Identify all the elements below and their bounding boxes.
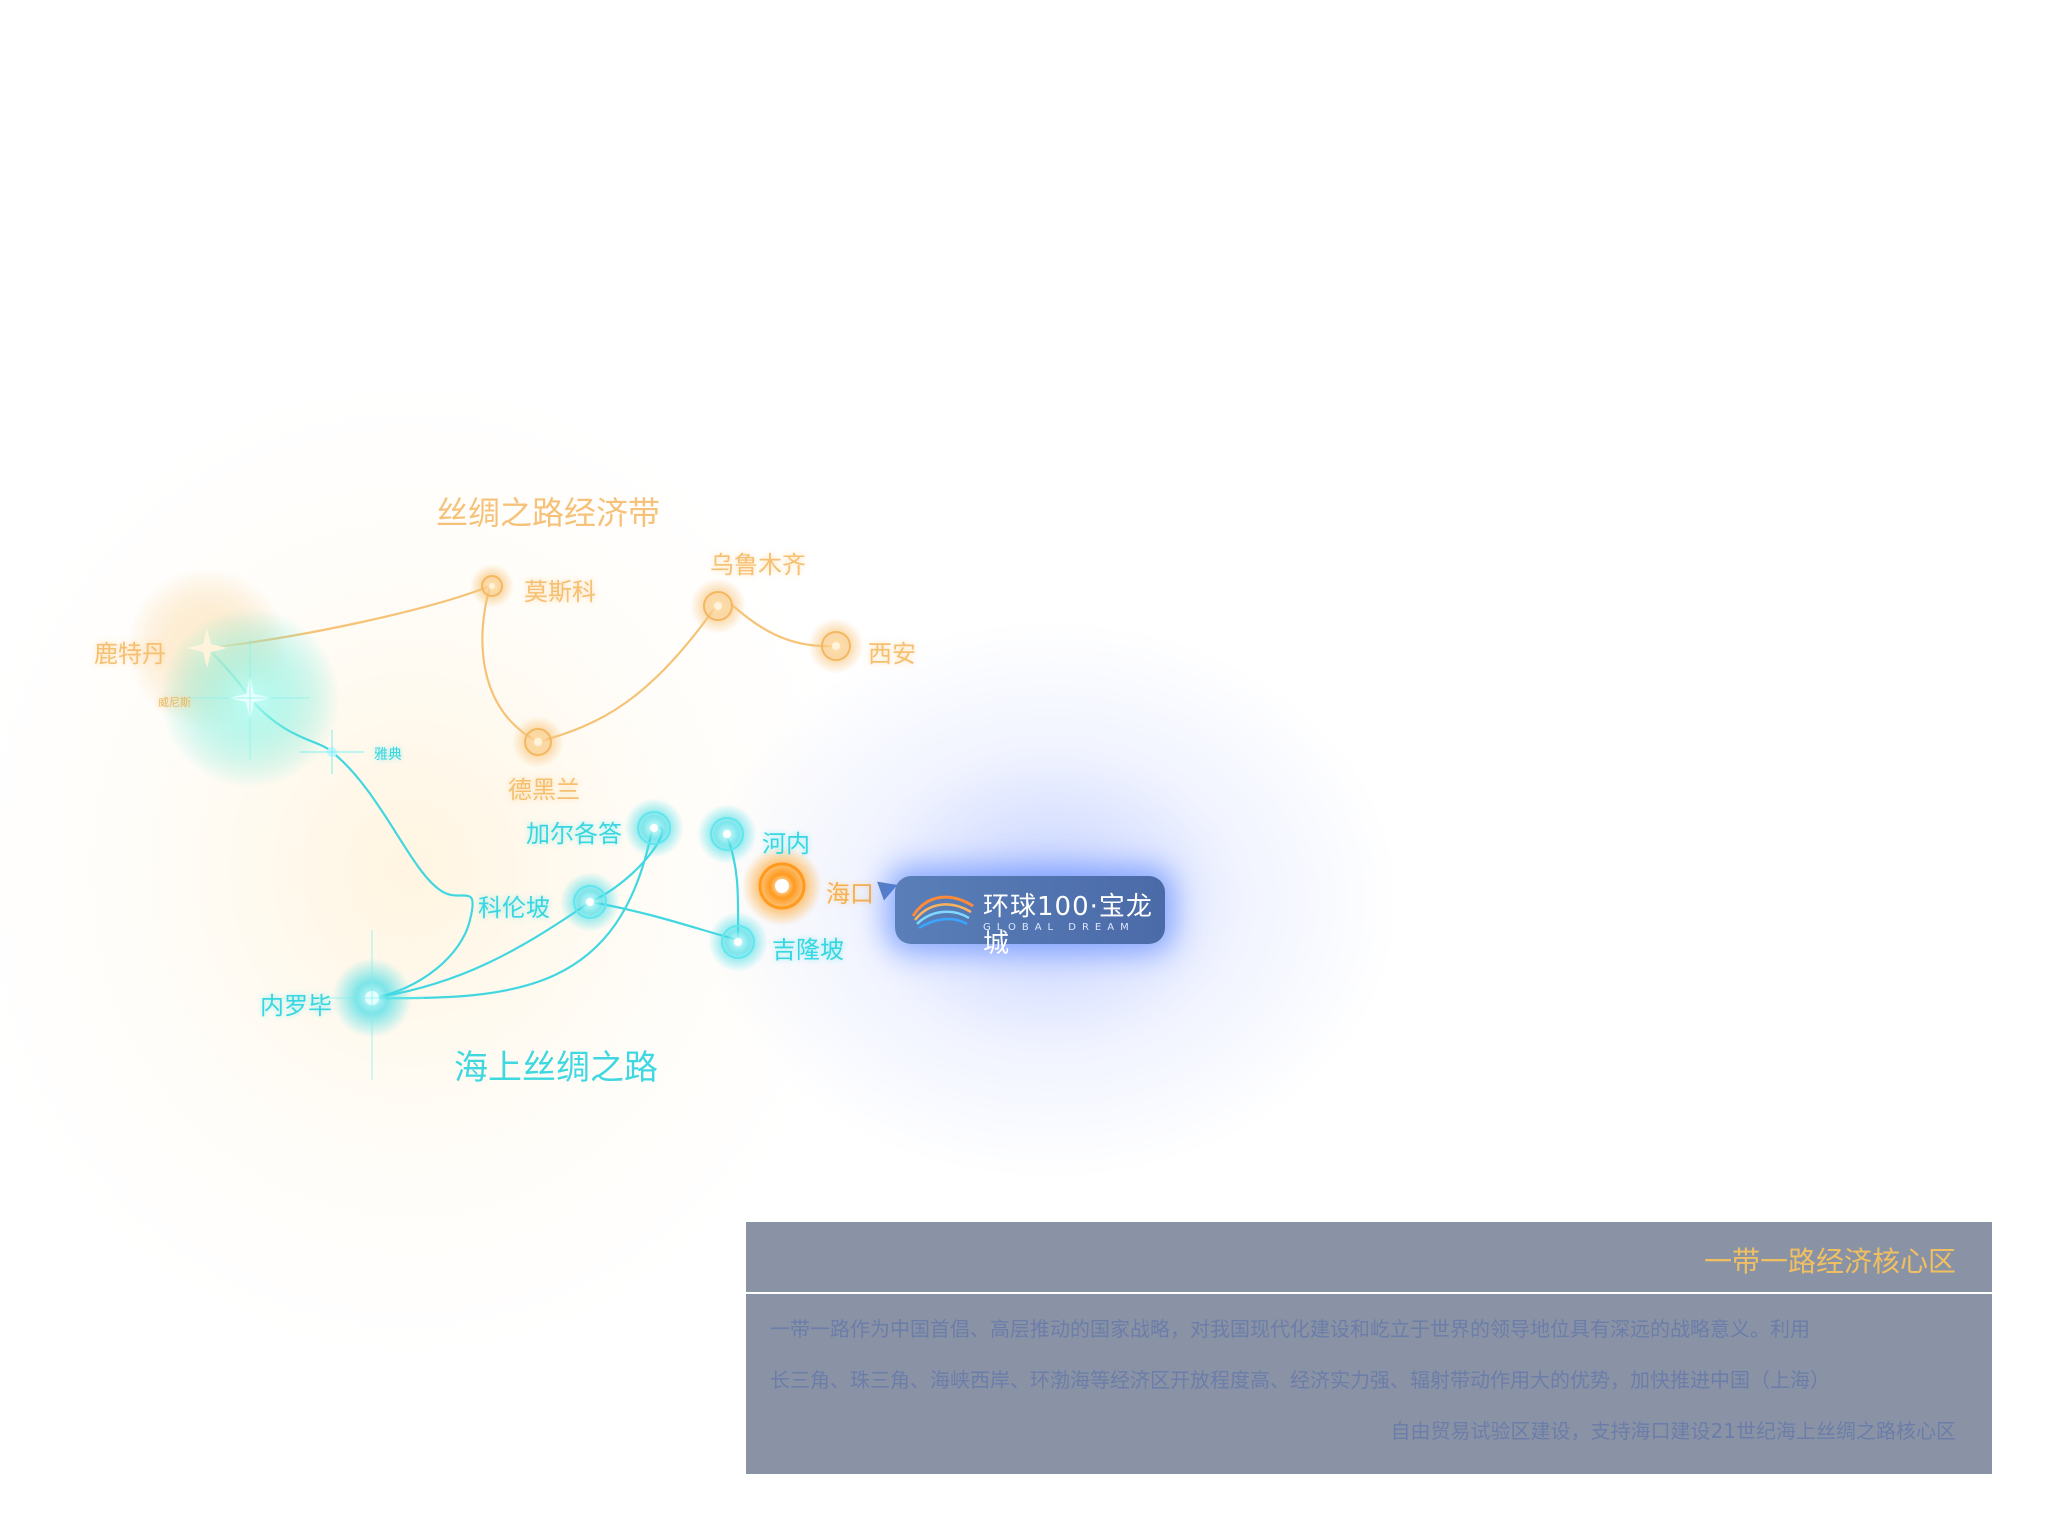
kolkata-node bbox=[624, 798, 684, 858]
city-label-athens: 雅典 bbox=[374, 744, 402, 764]
city-label-urumqi: 乌鲁木齐 bbox=[710, 545, 806, 580]
info-paragraph-line-3: 自由贸易试验区建设，支持海口建设21世纪海上丝绸之路核心区 bbox=[770, 1406, 1956, 1457]
city-label-venice: 威尼斯 bbox=[158, 694, 191, 710]
city-label-xian: 西安 bbox=[868, 634, 916, 669]
moscow-node bbox=[470, 564, 514, 608]
city-label-haikou: 海口 bbox=[826, 874, 874, 909]
info-panel-divider bbox=[746, 1292, 1992, 1294]
city-label-kualalumpur: 吉隆坡 bbox=[772, 930, 844, 965]
project-badge[interactable]: 环球100·宝龙城 GLOBAL DREAM bbox=[895, 876, 1165, 944]
urumqi-node bbox=[690, 578, 746, 634]
city-label-kolkata: 加尔各答 bbox=[526, 814, 622, 849]
wave-logo-icon bbox=[909, 886, 979, 934]
city-label-colombo: 科伦坡 bbox=[478, 888, 550, 923]
info-panel-header: 一带一路经济核心区 bbox=[746, 1222, 1992, 1292]
info-panel: 一带一路经济核心区 一带一路作为中国首倡、高层推动的国家战略，对我国现代化建设和… bbox=[746, 1222, 1992, 1474]
city-label-nairobi: 内罗毕 bbox=[260, 986, 332, 1021]
sea-route-title: 海上丝绸之路 bbox=[454, 1040, 658, 1089]
info-paragraph-line-2: 长三角、珠三角、海峡西岸、环渤海等经济区开放程度高、经济实力强、辐射带动作用大的… bbox=[770, 1355, 1956, 1406]
info-paragraph-line-1: 一带一路作为中国首倡、高层推动的国家战略，对我国现代化建设和屹立于世界的领导地位… bbox=[770, 1304, 1956, 1355]
city-label-hanoi: 河内 bbox=[762, 824, 810, 859]
land-route-title: 丝绸之路经济带 bbox=[436, 488, 660, 534]
xian-node bbox=[808, 618, 864, 674]
kualalumpur-node bbox=[708, 912, 768, 972]
info-panel-title: 一带一路经济核心区 bbox=[1704, 1240, 1956, 1280]
colombo-node bbox=[560, 872, 620, 932]
info-panel-body: 一带一路作为中国首倡、高层推动的国家战略，对我国现代化建设和屹立于世界的领导地位… bbox=[770, 1304, 1956, 1457]
city-label-tehran: 德黑兰 bbox=[508, 770, 580, 805]
city-label-moscow: 莫斯科 bbox=[524, 572, 596, 607]
tehran-node bbox=[512, 716, 564, 768]
hanoi-node bbox=[697, 804, 757, 864]
city-label-rotterdam: 鹿特丹 bbox=[94, 634, 166, 669]
badge-subtitle: GLOBAL DREAM bbox=[983, 922, 1135, 933]
